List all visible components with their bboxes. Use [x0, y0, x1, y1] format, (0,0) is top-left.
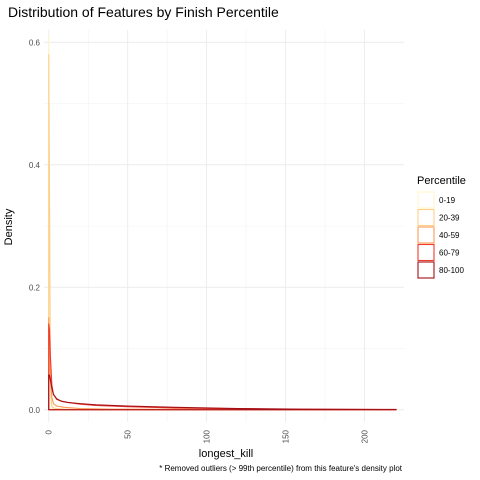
- y-tick-label: 0.0: [29, 406, 41, 415]
- series-layer: [48, 35, 397, 411]
- x-axis-title: longest_kill: [199, 448, 253, 460]
- density-curve-80-100: [48, 374, 397, 411]
- x-tick-label: 0: [45, 429, 54, 434]
- density-curve-40-59: [48, 317, 397, 411]
- x-tick-label: 200: [361, 429, 370, 443]
- x-axis-ticks: 0 50 100 150 200: [45, 429, 370, 443]
- y-tick-label: 0.6: [29, 38, 41, 47]
- legend-key-80-100: [417, 261, 435, 279]
- gridlines: [44, 30, 404, 422]
- y-tick-label: 0.4: [29, 161, 41, 170]
- legend-title: Percentile: [417, 175, 466, 187]
- legend-key-40-59: [417, 226, 435, 244]
- legend-key-0-19: [417, 191, 435, 209]
- y-axis-title: Density: [3, 208, 15, 245]
- legend-key-60-79: [417, 243, 435, 262]
- density-curve-0-19: [48, 35, 397, 411]
- legend-key-20-39: [417, 208, 435, 227]
- density-curve-60-79: [48, 323, 397, 411]
- x-tick-label: 100: [203, 429, 212, 443]
- density-curve-20-39: [48, 53, 397, 411]
- chart-title: Distribution of Features by Finish Perce…: [8, 4, 279, 20]
- legend-label-40-59: 40-59: [439, 231, 460, 240]
- legend: Percentile 0-19 20-39 40-59 60-79 80-100: [417, 175, 466, 279]
- chart-caption: * Removed outliers (> 99th percentile) f…: [159, 464, 403, 473]
- legend-label-0-19: 0-19: [439, 196, 456, 205]
- x-tick-label: 50: [124, 429, 133, 438]
- y-tick-label: 0.2: [29, 283, 41, 292]
- x-tick-label: 150: [282, 429, 291, 443]
- legend-label-80-100: 80-100: [439, 266, 464, 275]
- legend-label-60-79: 60-79: [439, 249, 460, 258]
- legend-label-20-39: 20-39: [439, 214, 460, 223]
- y-axis-ticks: 0.0 0.2 0.4 0.6: [29, 38, 41, 415]
